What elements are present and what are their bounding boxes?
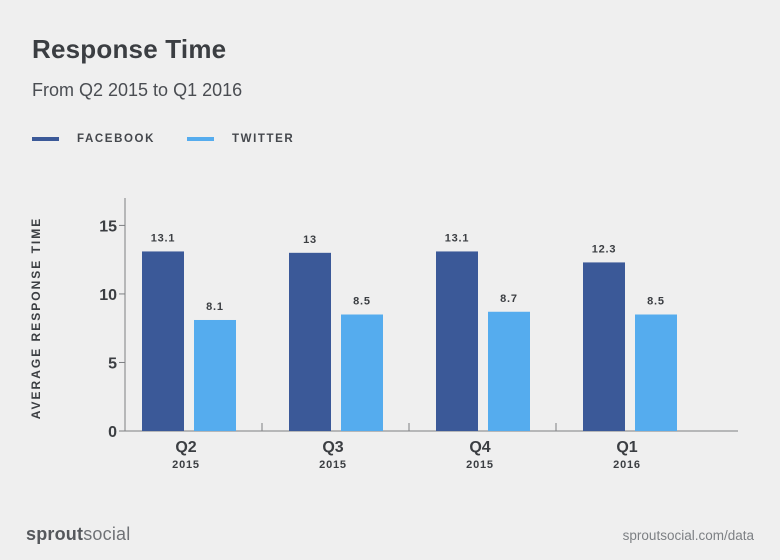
data-label: 12.3 — [592, 243, 617, 255]
y-tick-label: 0 — [108, 424, 117, 441]
legend-label-facebook: FACEBOOK — [77, 133, 155, 145]
bar-twitter — [635, 314, 677, 431]
data-label: 13 — [303, 234, 317, 246]
bar-facebook — [142, 251, 184, 431]
data-label: 8.5 — [647, 296, 665, 308]
legend-label-twitter: TWITTER — [231, 133, 295, 145]
legend-item-facebook: FACEBOOK — [32, 133, 155, 145]
bar-twitter — [194, 319, 236, 431]
x-tick-year: 2015 — [466, 459, 494, 471]
y-tick-label: 15 — [99, 218, 117, 235]
data-label: 8.5 — [353, 296, 371, 308]
y-tick-label: 5 — [108, 355, 117, 372]
legend-swatch-twitter — [186, 137, 214, 141]
x-tick-year: 2015 — [172, 459, 200, 471]
x-tick-year: 2015 — [319, 459, 347, 471]
y-tick-label: 10 — [99, 287, 117, 304]
source-url: sproutsocial.com/data — [622, 528, 754, 543]
x-tick-label: Q2 — [175, 439, 196, 456]
bar-twitter — [341, 314, 383, 431]
legend: FACEBOOK TWITTER — [32, 133, 326, 145]
chart-title: Response Time — [32, 34, 227, 64]
brand-logo-bold: sprout — [26, 524, 84, 544]
bar-twitter — [488, 311, 530, 431]
x-tick-year: 2016 — [613, 459, 641, 471]
brand-logo-light: social — [83, 524, 131, 544]
bar-facebook — [583, 262, 625, 431]
brand-logo: sproutsocial — [26, 524, 130, 545]
x-tick-label: Q4 — [469, 439, 490, 456]
legend-item-twitter: TWITTER — [186, 133, 295, 145]
bar-facebook — [289, 252, 331, 431]
chart-subtitle: From Q2 2015 to Q1 2016 — [32, 80, 243, 100]
y-axis-title: AVERAGE RESPONSE TIME — [29, 217, 43, 419]
data-label: 8.7 — [500, 293, 518, 305]
bar-facebook — [436, 251, 478, 431]
data-label: 8.1 — [206, 301, 224, 313]
x-tick-label: Q1 — [616, 439, 637, 456]
data-label: 13.1 — [151, 232, 176, 244]
x-tick-label: Q3 — [322, 439, 343, 456]
data-label: 13.1 — [445, 232, 470, 244]
legend-swatch-facebook — [32, 137, 59, 141]
